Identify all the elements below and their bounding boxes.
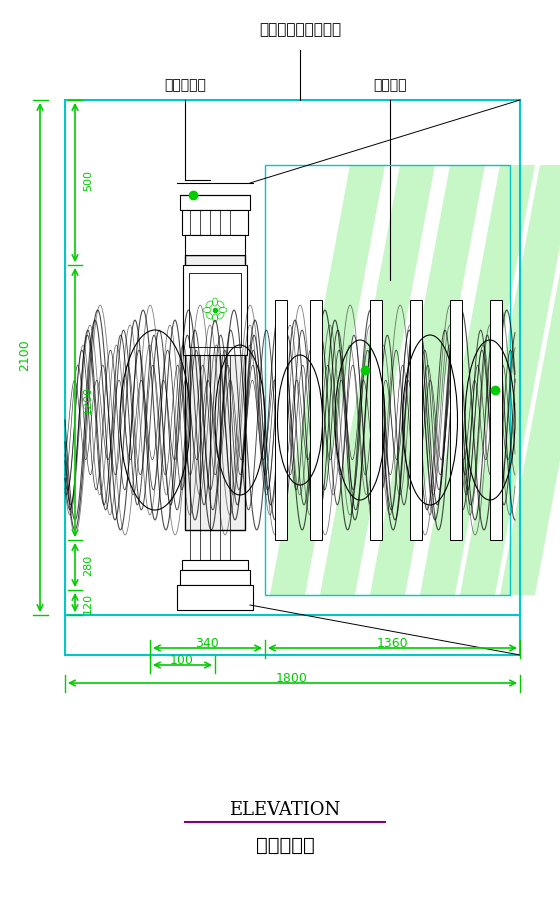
- Bar: [265, 165, 510, 595]
- Polygon shape: [370, 165, 485, 595]
- Bar: [180, 570, 250, 585]
- Text: 2100: 2100: [18, 339, 31, 370]
- Text: 1800: 1800: [276, 672, 308, 684]
- Bar: [185, 255, 245, 530]
- Bar: [183, 265, 247, 355]
- Bar: [189, 273, 241, 347]
- Bar: [450, 300, 462, 540]
- Text: 实木线条白色混水漆: 实木线条白色混水漆: [259, 22, 341, 38]
- Text: 100: 100: [170, 654, 194, 666]
- Text: 1360: 1360: [376, 637, 408, 649]
- Polygon shape: [270, 165, 385, 595]
- Bar: [490, 300, 502, 540]
- Text: 280: 280: [83, 554, 93, 576]
- Text: 隔断立面图: 隔断立面图: [255, 835, 314, 855]
- Bar: [65, 100, 520, 655]
- Text: 500: 500: [83, 170, 93, 190]
- Bar: [182, 210, 248, 235]
- Bar: [185, 235, 245, 255]
- Polygon shape: [500, 165, 560, 595]
- Bar: [410, 300, 422, 540]
- Text: 340: 340: [195, 637, 219, 649]
- Text: 白色乳胶漆: 白色乳胶漆: [164, 78, 206, 92]
- Bar: [310, 300, 322, 540]
- Text: 120: 120: [83, 592, 93, 614]
- Bar: [182, 560, 248, 570]
- Polygon shape: [460, 165, 560, 595]
- Polygon shape: [420, 165, 535, 595]
- Text: ELEVATION: ELEVATION: [230, 801, 340, 819]
- Bar: [275, 300, 287, 540]
- Bar: [180, 195, 250, 210]
- Text: 1200: 1200: [83, 386, 93, 414]
- Polygon shape: [320, 165, 435, 595]
- Text: 磨砂玻璃: 磨砂玻璃: [374, 78, 407, 92]
- Bar: [177, 585, 253, 610]
- Bar: [370, 300, 382, 540]
